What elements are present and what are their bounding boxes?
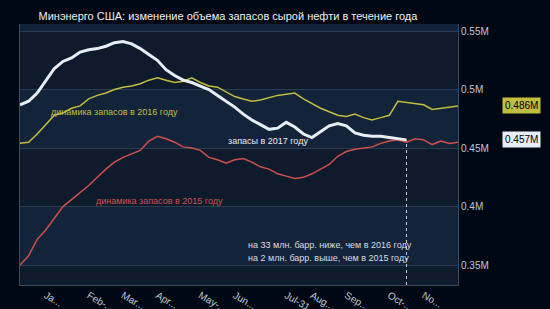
svg-text:Jun...: Jun...	[231, 290, 258, 309]
svg-text:Mar...: Mar...	[120, 290, 147, 309]
svg-text:0.35M: 0.35M	[461, 260, 489, 271]
svg-text:динамика запасов в 2016 году: динамика запасов в 2016 году	[51, 107, 178, 117]
svg-text:Jul-31: Jul-31	[283, 290, 312, 309]
svg-text:на 33 млн. барр. ниже, чем в 2: на 33 млн. барр. ниже, чем в 2016 году	[248, 240, 412, 250]
svg-text:Ja...: Ja...	[42, 290, 64, 309]
svg-text:на 2 млн. барр. выше, чем в 20: на 2 млн. барр. выше, чем в 2015 году	[248, 253, 409, 263]
svg-text:запасы в 2017 году: запасы в 2017 году	[228, 136, 308, 146]
svg-text:0.4M: 0.4M	[461, 201, 483, 212]
svg-text:Feb-...: Feb-...	[85, 290, 116, 309]
svg-text:0.5M: 0.5M	[461, 84, 483, 95]
svg-text:May-...: May-...	[197, 290, 229, 309]
svg-text:0.45M: 0.45M	[461, 143, 489, 154]
svg-text:Oct-...: Oct-...	[386, 290, 415, 309]
svg-text:No...: No...	[420, 290, 444, 309]
svg-text:Минэнерго США: изменение объем: Минэнерго США: изменение объема запасов …	[39, 10, 419, 22]
svg-text:Sep...: Sep...	[343, 290, 371, 309]
svg-text:Aug...: Aug...	[309, 290, 337, 309]
svg-text:динамика запасов в 2015 году: динамика запасов в 2015 году	[96, 196, 223, 206]
svg-text:0.55M: 0.55M	[461, 26, 489, 37]
svg-text:0.457M: 0.457M	[505, 134, 538, 145]
svg-text:0.486M: 0.486M	[505, 100, 538, 111]
svg-text:Apr...: Apr...	[154, 290, 180, 309]
